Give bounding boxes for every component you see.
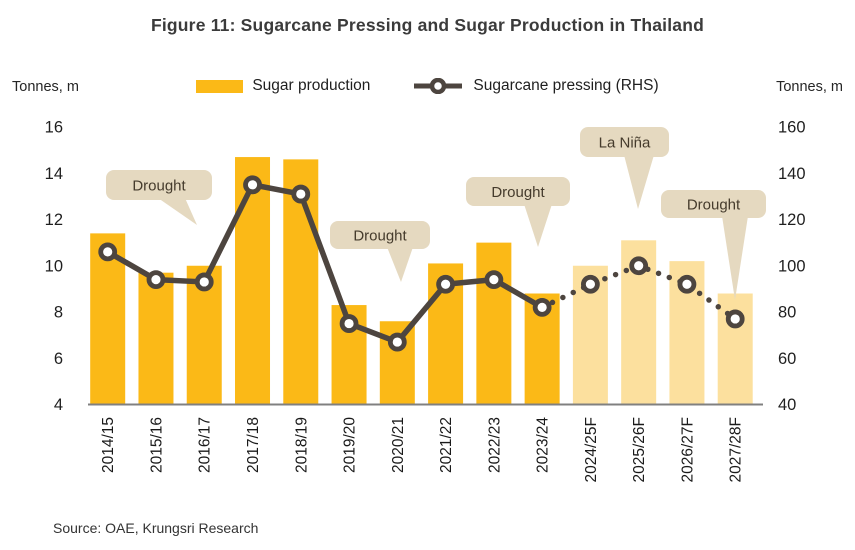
line-marker-2023/24	[532, 297, 552, 317]
figure-title: Figure 11: Sugarcane Pressing and Sugar …	[150, 15, 705, 35]
legend-item-sugar-production: Sugar production	[196, 77, 370, 95]
left-axis-tick: 6	[54, 350, 63, 368]
x-axis-label-2027/28F: 2027/28F	[728, 417, 745, 483]
annotation-tail	[624, 155, 654, 209]
line-marker-2027/28F	[725, 309, 745, 329]
annotation-label: La Niña	[599, 135, 651, 152]
left-axis-tick: 14	[45, 165, 63, 183]
annotation-tail	[722, 216, 748, 300]
x-axis-label-2018/19: 2018/19	[293, 417, 310, 473]
left-axis-tick: 8	[54, 304, 63, 322]
x-axis-label-2020/21: 2020/21	[390, 417, 407, 473]
annotation-callout	[466, 177, 570, 206]
x-axis-label-2022/23: 2022/23	[486, 417, 503, 473]
left-axis-unit-label: Tonnes, m	[12, 79, 79, 95]
right-axis-tick: 80	[778, 304, 796, 322]
annotation-label: Drought	[132, 178, 186, 195]
right-axis-tick: 60	[778, 350, 796, 368]
annotation-callout	[580, 127, 669, 157]
bar-2014/15	[90, 233, 126, 405]
bar-swatch-icon	[196, 79, 244, 93]
source-note: Source: OAE, Krungsri Research	[53, 520, 259, 536]
x-axis-label-2014/15: 2014/15	[100, 417, 117, 473]
bar-2017/18	[235, 157, 271, 405]
right-axis-unit-label: Tonnes, m	[776, 79, 843, 95]
line-marker-2024/25F	[581, 274, 600, 294]
line-marker-2018/19	[291, 184, 311, 204]
x-axis-label-2021/22: 2021/22	[438, 417, 455, 473]
x-axis-label-2019/20: 2019/20	[342, 417, 359, 473]
legend-label-sugar-production: Sugar production	[252, 77, 371, 94]
line-marker-2026/27F	[677, 274, 697, 294]
right-axis-tick: 40	[778, 396, 796, 414]
annotation-tail	[387, 247, 413, 282]
left-axis-tick: 16	[45, 119, 63, 137]
line-marker-2014/15	[98, 242, 118, 262]
bar-2015/16	[138, 272, 174, 405]
right-axis-tick: 100	[778, 257, 806, 275]
left-axis-tick: 10	[45, 257, 63, 275]
line-marker-2017/18	[243, 175, 262, 195]
left-axis-tick: 12	[45, 211, 63, 229]
x-axis-label-2015/16: 2015/16	[148, 417, 165, 473]
right-axis-tick: 140	[778, 165, 806, 183]
line-marker-2016/17	[194, 272, 214, 292]
annotation-label: Drought	[687, 197, 741, 214]
annotation-label: Drought	[491, 184, 545, 201]
line-marker-2025/26F	[629, 256, 649, 276]
left-axis-tick: 4	[54, 396, 63, 414]
annotation-tail	[158, 198, 197, 225]
legend-item-sugarcane-pressing: Sugarcane pressing (RHS)	[412, 77, 659, 95]
bar-2022/23	[476, 242, 512, 405]
annotation-callout	[330, 221, 430, 249]
annotation-callout	[106, 170, 212, 200]
annotation-tail	[524, 204, 552, 247]
x-axis-label-2025/26F: 2025/26F	[631, 417, 648, 483]
line-marker-2022/23	[484, 270, 504, 290]
line-marker-2015/16	[146, 270, 166, 290]
legend: Sugar production Sugarcane pressing (RHS…	[0, 77, 855, 95]
x-axis-label-2023/24: 2023/24	[535, 417, 552, 473]
x-axis-label-2016/17: 2016/17	[197, 417, 214, 473]
x-axis-label-2026/27F: 2026/27F	[679, 417, 696, 483]
annotation-callout	[661, 190, 766, 218]
line-marker-2020/21	[387, 332, 407, 352]
sugarcane-pressing-line-solid	[104, 182, 545, 345]
x-axis-label-2017/18: 2017/18	[245, 417, 262, 473]
x-axis-label-2024/25F: 2024/25F	[583, 417, 600, 483]
right-axis-tick: 160	[778, 119, 806, 137]
line-marker-icon	[414, 78, 463, 94]
annotation-label: Drought	[353, 228, 407, 245]
right-axis-tick: 120	[778, 211, 806, 229]
legend-label-sugarcane-pressing: Sugarcane pressing (RHS)	[473, 77, 659, 94]
line-marker-2021/22	[436, 274, 455, 294]
line-marker-2019/20	[339, 314, 359, 333]
